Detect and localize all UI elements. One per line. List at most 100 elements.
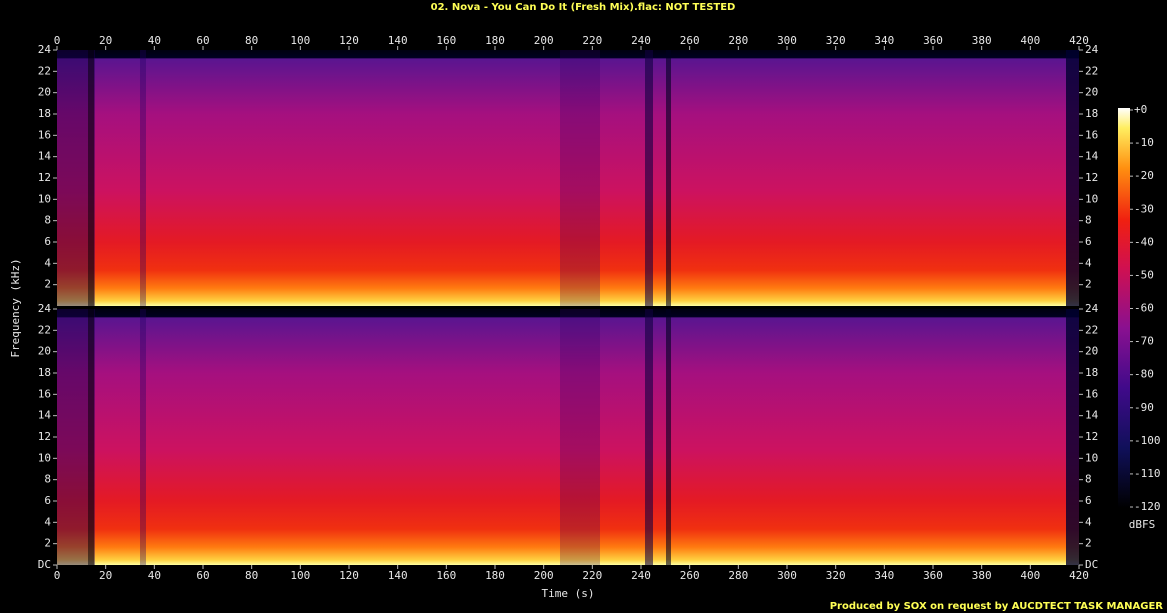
colorbar-tick-label: -80 [1134, 368, 1154, 381]
x-tick-label-bottom: 300 [777, 569, 797, 582]
y-tick-label-left: 4 [44, 515, 51, 528]
y-tick-label-right: 4 [1085, 515, 1092, 528]
x-tick-label-top: 200 [534, 34, 554, 47]
y-tick-label-left: 22 [38, 323, 51, 336]
x-tick-label-top: 180 [485, 34, 505, 47]
y-tick-label-right: 14 [1085, 150, 1099, 163]
colorbar-tick-label: -50 [1134, 268, 1154, 281]
y-tick-label-right: 6 [1085, 494, 1092, 507]
x-tick-label-top: 40 [148, 34, 161, 47]
y-tick-label-left: 8 [44, 214, 51, 227]
y-tick-label-left: 14 [38, 409, 52, 422]
y-tick-label-left: 12 [38, 171, 51, 184]
y-tick-label-left: 22 [38, 64, 51, 77]
x-tick-label-top: 260 [680, 34, 700, 47]
y-tick-label-right: 12 [1085, 430, 1098, 443]
x-tick-label-bottom: 260 [680, 569, 700, 582]
x-tick-label-bottom: 420 [1069, 569, 1089, 582]
y-tick-label-right: 10 [1085, 451, 1098, 464]
x-tick-label-top: 140 [388, 34, 408, 47]
x-tick-label-top: 20 [99, 34, 112, 47]
colorbar-tick-label: -90 [1134, 401, 1154, 414]
x-tick-label-top: 60 [196, 34, 209, 47]
colorbar-tick-label: -60 [1134, 302, 1154, 315]
x-tick-label-bottom: 80 [245, 569, 258, 582]
y-tick-label-left: 24 [38, 43, 52, 56]
x-tick-label-top: 420 [1069, 34, 1089, 47]
x-tick-label-bottom: 160 [436, 569, 456, 582]
y-tick-label-right: 16 [1085, 387, 1098, 400]
y-tick-label-left: 24 [38, 302, 52, 315]
x-tick-label-bottom: 200 [534, 569, 554, 582]
x-tick-label-top: 80 [245, 34, 258, 47]
x-tick-label-top: 120 [339, 34, 359, 47]
y-axis-label: Frequency (kHz) [9, 258, 22, 357]
y-tick-label-left: 18 [38, 366, 51, 379]
x-tick-label-bottom: 60 [196, 569, 209, 582]
colorbar-tick-label: -40 [1134, 235, 1154, 248]
y-tick-label-right: 24 [1085, 43, 1099, 56]
x-tick-label-bottom: 240 [631, 569, 651, 582]
y-tick-label-right: 2 [1085, 278, 1092, 291]
y-tick-label-left: DC [38, 558, 51, 571]
colorbar-tick-label: -10 [1134, 136, 1154, 149]
x-tick-label-top: 380 [972, 34, 992, 47]
x-tick-label-bottom: 20 [99, 569, 112, 582]
y-tick-label-right: 2 [1085, 537, 1092, 550]
x-tick-label-bottom: 140 [388, 569, 408, 582]
colorbar-tick-label: -70 [1134, 335, 1154, 348]
spectrogram-top [57, 50, 1079, 306]
x-tick-label-bottom: 340 [874, 569, 894, 582]
colorbar-label: dBFS [1129, 518, 1156, 531]
y-tick-label-right: 16 [1085, 128, 1098, 141]
x-tick-label-bottom: 0 [54, 569, 61, 582]
footer: Produced by SOX on request by AUCDTECT T… [830, 601, 1164, 612]
x-tick-label-bottom: 120 [339, 569, 359, 582]
y-tick-label-left: 16 [38, 128, 51, 141]
x-tick-label-top: 220 [582, 34, 602, 47]
x-tick-label-bottom: 280 [728, 569, 748, 582]
y-tick-label-left: 18 [38, 107, 51, 120]
x-tick-label-bottom: 180 [485, 569, 505, 582]
y-tick-label-right: 20 [1085, 345, 1098, 358]
x-tick-label-top: 340 [874, 34, 894, 47]
y-tick-label-right: 4 [1085, 256, 1092, 269]
y-tick-label-left: 20 [38, 345, 51, 358]
spectrogram-bottom [57, 309, 1079, 565]
x-tick-label-bottom: 320 [826, 569, 846, 582]
y-tick-label-left: 16 [38, 387, 51, 400]
y-tick-label-left: 12 [38, 430, 51, 443]
x-tick-label-top: 100 [290, 34, 310, 47]
y-tick-label-right: 12 [1085, 171, 1098, 184]
x-tick-label-bottom: 100 [290, 569, 310, 582]
y-tick-label-left: 14 [38, 150, 52, 163]
x-tick-label-top: 0 [54, 34, 61, 47]
y-tick-label-left: 10 [38, 192, 51, 205]
x-tick-label-top: 240 [631, 34, 651, 47]
x-tick-label-bottom: 400 [1020, 569, 1040, 582]
y-tick-label-right: 8 [1085, 214, 1092, 227]
chart-title: 02. Nova - You Can Do It (Fresh Mix).fla… [431, 2, 736, 13]
y-tick-label-left: 2 [44, 537, 51, 550]
x-axis-label: Time (s) [542, 587, 595, 600]
y-tick-label-right: 14 [1085, 409, 1099, 422]
x-tick-label-bottom: 220 [582, 569, 602, 582]
x-tick-label-bottom: 40 [148, 569, 161, 582]
x-tick-label-top: 360 [923, 34, 943, 47]
y-tick-label-left: 6 [44, 494, 51, 507]
colorbar [1118, 108, 1130, 508]
y-tick-label-right: 22 [1085, 323, 1098, 336]
colorbar-tick-label: -20 [1134, 169, 1154, 182]
y-tick-label-left: 10 [38, 451, 51, 464]
y-tick-label-right: 8 [1085, 473, 1092, 486]
colorbar-tick-label: -100 [1134, 434, 1161, 447]
y-tick-label-left: 2 [44, 278, 51, 291]
y-tick-label-right: 24 [1085, 302, 1099, 315]
y-tick-label-right: 20 [1085, 86, 1098, 99]
x-tick-label-top: 160 [436, 34, 456, 47]
colorbar-tick-label: -110 [1134, 467, 1161, 480]
y-tick-label-left: 4 [44, 256, 51, 269]
x-tick-label-bottom: 380 [972, 569, 992, 582]
y-tick-label-right: 6 [1085, 235, 1092, 248]
